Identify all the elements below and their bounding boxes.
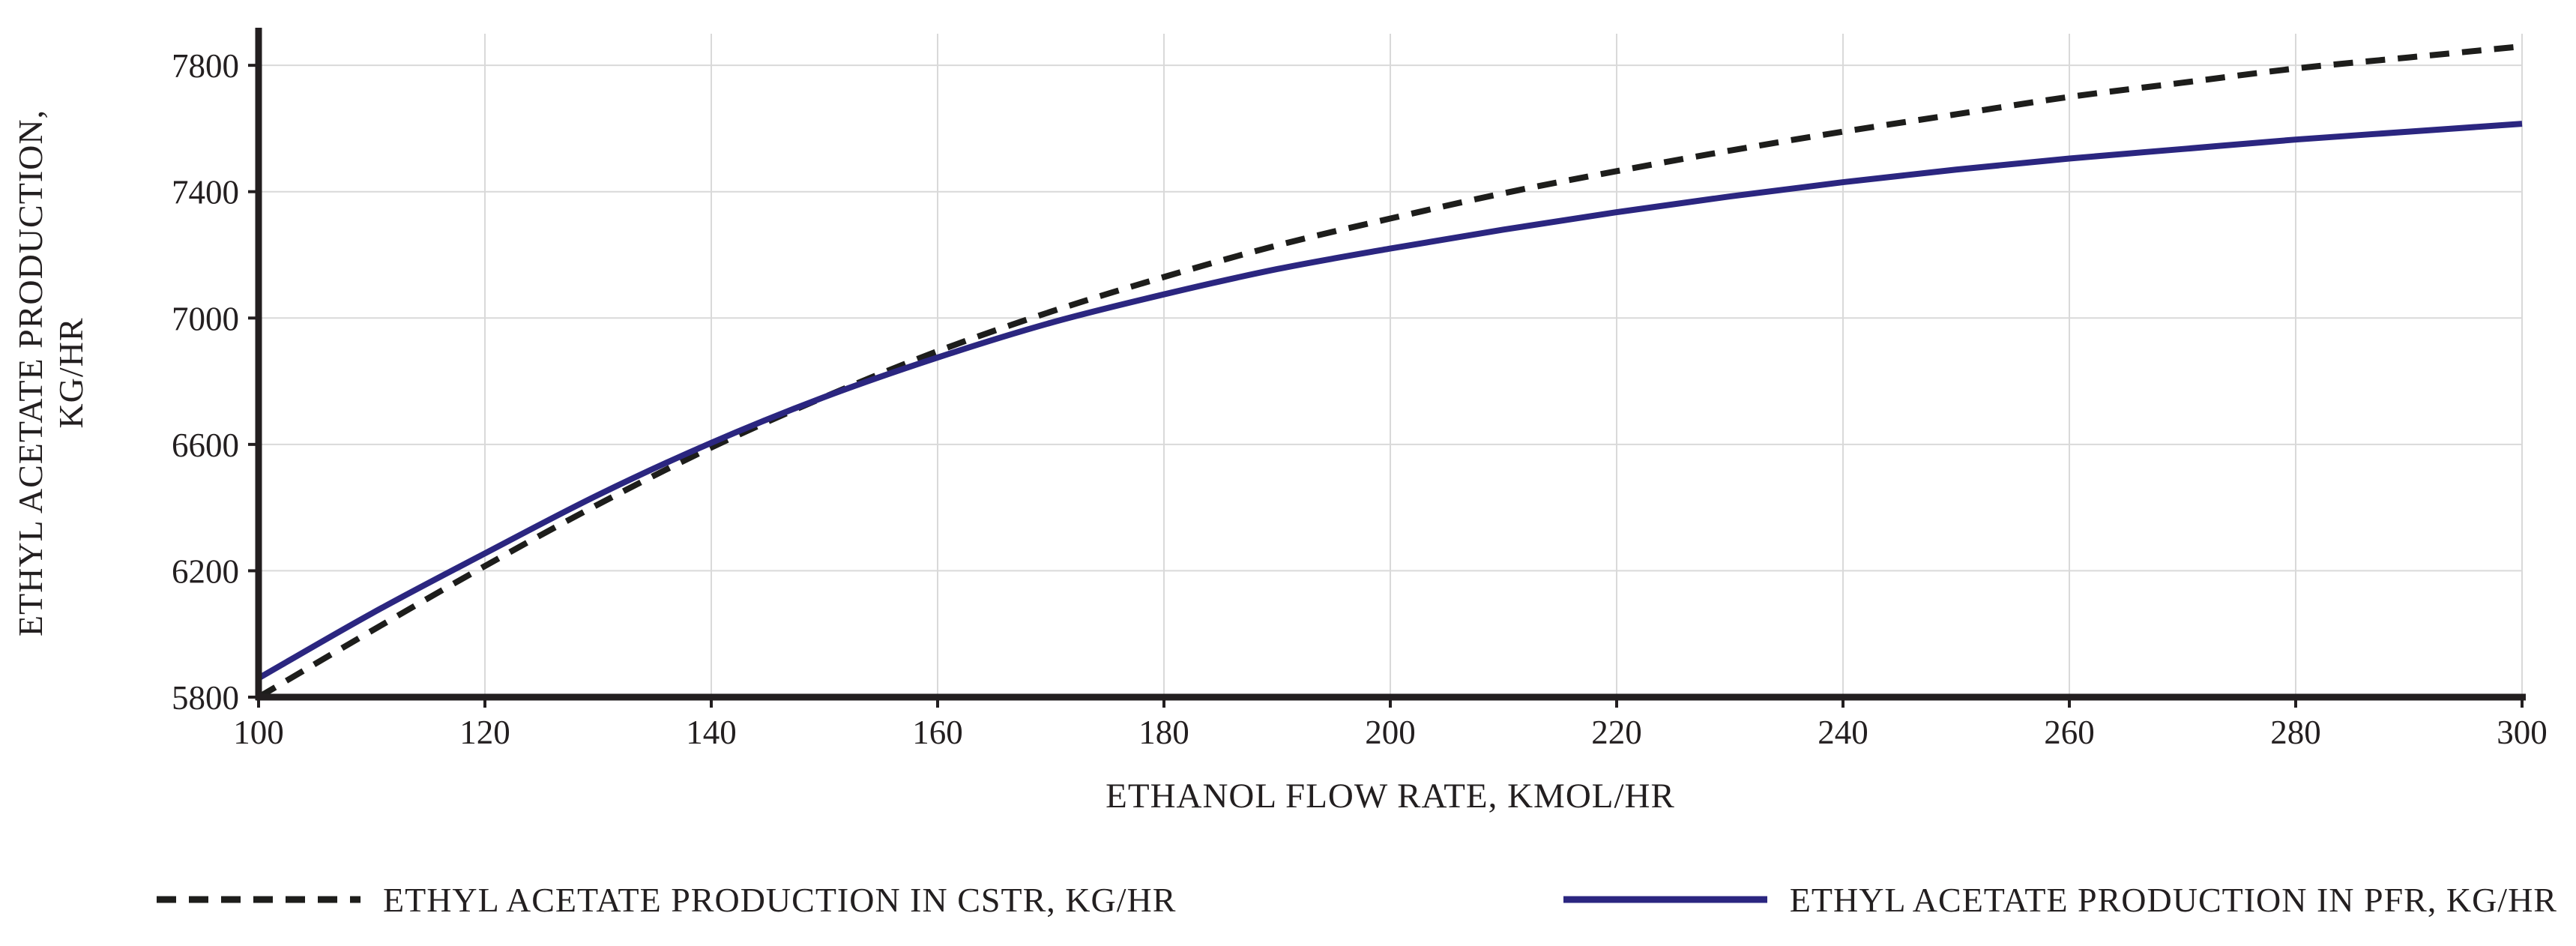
- x-axis-title: ETHANOL FLOW RATE, KMOL/HR: [1105, 777, 1675, 816]
- legend-label-cstr: ETHYL ACETATE PRODUCTION IN CSTR, KG/HR: [383, 880, 1177, 919]
- gridlines: [259, 34, 2523, 697]
- y-axis-title-line1: ETHYL ACETATE PRODUCTION,: [11, 109, 49, 637]
- legend-sample-solid-icon: [1563, 896, 1767, 903]
- legend-sample-dashed-icon: [157, 896, 361, 903]
- y-tick-label: 5800: [172, 679, 239, 717]
- y-tick-label: 6200: [172, 552, 239, 590]
- y-tick-label: 6600: [172, 427, 239, 464]
- y-tick-label: 7400: [172, 174, 239, 211]
- x-tick-label: 160: [912, 714, 963, 751]
- y-tick-label: 7800: [172, 47, 239, 85]
- plot-area: 100 120 140 160 180 200 220 240 260 280 300 5800 620…: [172, 28, 2548, 751]
- x-tick-label: 240: [1818, 714, 1868, 751]
- x-tick-label: 220: [1591, 714, 1642, 751]
- x-tick-label: 180: [1138, 714, 1189, 751]
- legend-item-cstr: ETHYL ACETATE PRODUCTION IN CSTR, KG/HR: [154, 880, 1176, 920]
- legend-item-pfr: ETHYL ACETATE PRODUCTION IN PFR, KG/HR: [1560, 880, 2557, 920]
- series-line-pfr: [257, 121, 2523, 681]
- y-axis-title-line2: KG/HR: [52, 317, 91, 429]
- x-tick-label: 100: [233, 714, 284, 751]
- y-tick-label: 7000: [172, 300, 239, 337]
- legend-label-pfr: ETHYL ACETATE PRODUCTION IN PFR, KG/HR: [1789, 880, 2557, 919]
- x-tick-label: 280: [2270, 714, 2321, 751]
- x-tick-label: 200: [1365, 714, 1416, 751]
- legend: ETHYL ACETATE PRODUCTION IN CSTR, KG/HR …: [154, 873, 2557, 926]
- x-tick-label: 300: [2497, 714, 2548, 751]
- y-axis-title: ETHYL ACETATE PRODUCTION, KG/HR: [10, 34, 92, 712]
- series-line-cstr: [256, 43, 2523, 700]
- x-tick-label: 260: [2044, 714, 2095, 751]
- x-tick-label: 140: [686, 714, 737, 751]
- x-tick-label: 120: [459, 714, 510, 751]
